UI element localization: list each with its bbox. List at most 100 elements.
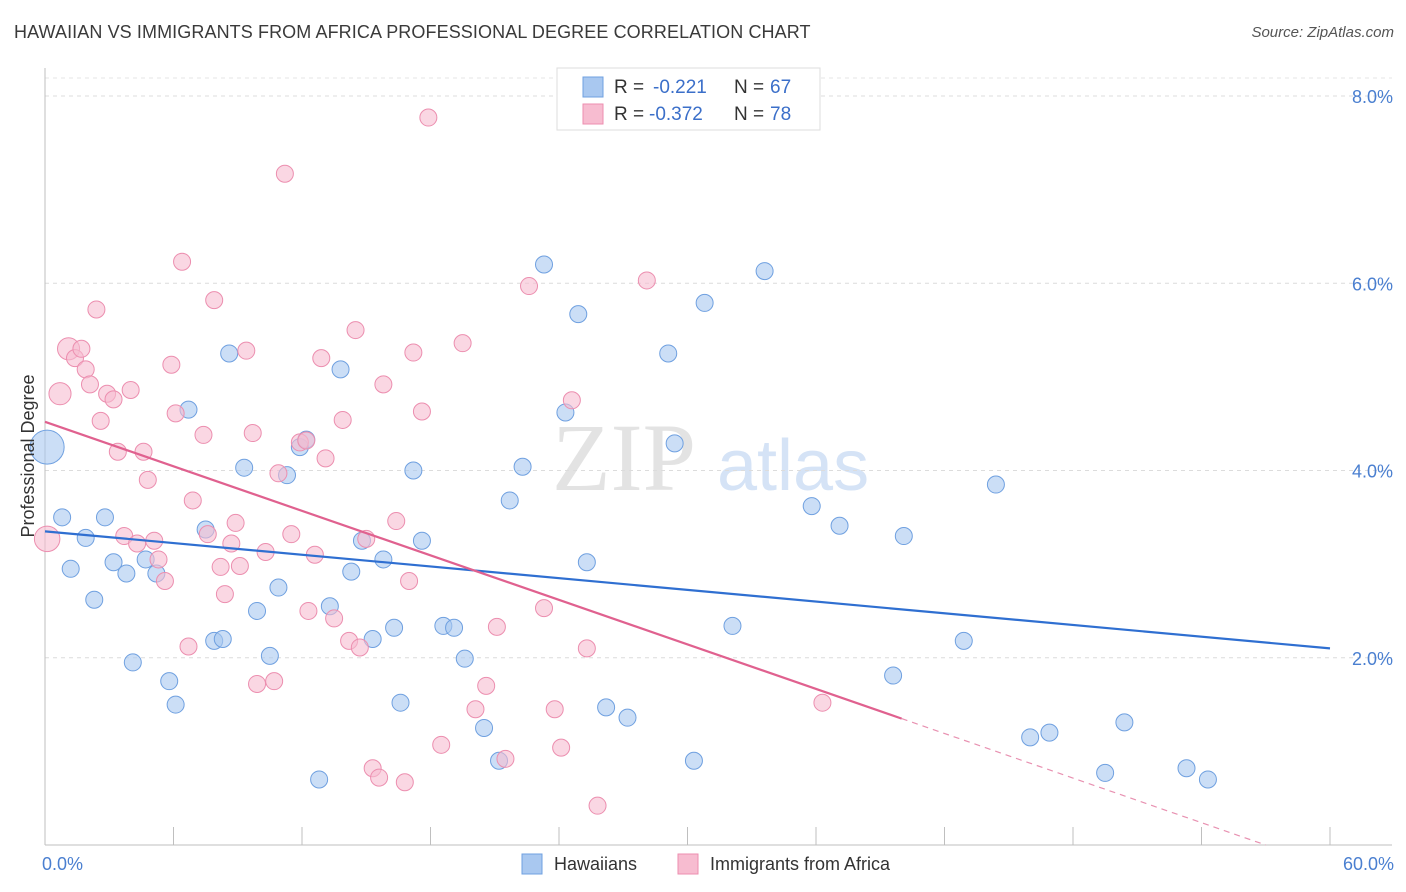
immigrants-point-66	[487, 617, 506, 636]
immigrants-point-32	[230, 556, 249, 575]
immigrants-point-75	[637, 271, 656, 290]
hawaiians-point-16	[213, 630, 232, 649]
immigrants-point-38	[269, 464, 288, 483]
immigrants-point-15	[134, 442, 153, 461]
stats-swatch-hawaiians	[582, 76, 604, 98]
immigrants-point-43	[299, 601, 318, 620]
legend-label-hawaiians: Hawaiians	[554, 854, 637, 874]
immigrants-point-57	[395, 773, 414, 792]
hawaiians-point-17	[220, 344, 239, 363]
immigrants-point-20	[162, 355, 181, 374]
immigrants-point-61	[419, 108, 438, 127]
immigrants-point-67	[496, 749, 515, 768]
hawaiians-point-1	[53, 508, 72, 527]
immigrants-point-26	[198, 525, 217, 544]
y-tick-label-1: 4.0%	[1352, 462, 1393, 482]
hawaiians-point-58	[894, 527, 913, 546]
immigrants-point-29	[215, 585, 234, 604]
immigrants-point-7	[87, 300, 106, 319]
watermark: ZIP atlas	[552, 404, 869, 511]
hawaiians-point-55	[802, 497, 821, 516]
immigrants-point-25	[194, 425, 213, 444]
immigrants-point-74	[588, 796, 607, 815]
hawaiians-point-62	[1040, 723, 1059, 742]
hawaiians-point-50	[665, 434, 684, 453]
source-label: Source: ZipAtlas.com	[1251, 24, 1394, 41]
immigrants-point-46	[316, 449, 335, 468]
immigrants-point-73	[577, 639, 596, 658]
immigrants-point-14	[128, 534, 147, 553]
hawaiians-point-63	[1096, 763, 1115, 782]
stats-n-value-2: 78	[770, 104, 791, 125]
immigrants-point-48	[333, 410, 352, 429]
hawaiians-point-3	[76, 528, 95, 547]
immigrants-point-21	[166, 404, 185, 423]
immigrants-point-70	[545, 700, 564, 719]
hawaiians-point-19	[248, 601, 267, 620]
hawaiians-point-25	[310, 770, 329, 789]
hawaiians-point-6	[104, 553, 123, 572]
legend-swatch-immigrants	[677, 853, 699, 875]
immigrants-point-58	[400, 571, 419, 590]
stats-box: R = -0.221 N = 67 R = -0.372 N = 78	[556, 67, 821, 131]
immigrants-point-13	[121, 380, 140, 399]
immigrants-point-45	[312, 349, 331, 368]
hawaiians-point-52	[695, 293, 714, 312]
hawaiians-point-11	[160, 672, 179, 691]
watermark-atlas: atlas	[717, 426, 869, 506]
immigrants-point-19	[155, 571, 174, 590]
hawaiians-point-45	[569, 305, 588, 324]
immigrants-point-72	[562, 391, 581, 410]
legend-swatch-hawaiians	[521, 853, 543, 875]
series-immigrants-from-africa	[33, 108, 832, 815]
immigrants-point-64	[466, 700, 485, 719]
legend-label-immigrants: Immigrants from Africa	[710, 854, 891, 874]
hawaiians-point-8	[123, 653, 142, 672]
hawaiians-point-57	[884, 666, 903, 685]
immigrants-point-54	[370, 768, 389, 787]
hawaiians-point-59	[954, 631, 973, 650]
stats-n-label-2: N =	[734, 104, 764, 125]
hawaiians-point-56	[830, 516, 849, 535]
hawaiians-point-51	[684, 751, 703, 770]
hawaiians-point-12	[166, 695, 185, 714]
immigrants-point-68	[520, 277, 539, 296]
hawaiians-point-54	[755, 262, 774, 281]
hawaiians-point-41	[500, 491, 519, 510]
x-tick-label-min: 0.0%	[42, 854, 83, 874]
immigrants-point-63	[453, 334, 472, 353]
immigrants-point-65	[477, 676, 496, 695]
legend: Hawaiians Immigrants from Africa	[521, 853, 891, 875]
hawaiians-point-42	[513, 457, 532, 476]
trend-line-immigrants	[44, 420, 903, 720]
x-tick-label-max: 60.0%	[1343, 854, 1394, 874]
hawaiians-point-5	[95, 508, 114, 527]
immigrants-point-22	[173, 252, 192, 271]
stats-r-label-2: R =	[614, 104, 644, 125]
hawaiians-point-39	[475, 718, 494, 737]
immigrants-point-31	[226, 513, 245, 532]
hawaiians-point-21	[269, 578, 288, 597]
immigrants-point-56	[387, 512, 406, 531]
y-tick-label-0: 2.0%	[1352, 649, 1393, 669]
immigrants-point-59	[404, 343, 423, 362]
hawaiians-point-66	[1198, 770, 1217, 789]
hawaiians-point-43	[535, 255, 554, 274]
immigrants-point-76	[813, 693, 832, 712]
stats-r-label-1: R =	[614, 77, 644, 98]
hawaiians-point-64	[1115, 713, 1134, 732]
immigrants-point-69	[535, 599, 554, 618]
immigrants-point-39	[275, 164, 294, 183]
immigrants-point-33	[237, 341, 256, 360]
hawaiians-point-4	[85, 590, 104, 609]
trend-line-immigrants-extrapolated	[901, 718, 1266, 846]
immigrants-point-62	[432, 735, 451, 754]
hawaiians-point-34	[404, 461, 423, 480]
stats-swatch-immigrants	[582, 103, 604, 125]
hawaiians-point-49	[659, 344, 678, 363]
hawaiians-point-61	[1021, 728, 1040, 747]
y-tick-label-2: 6.0%	[1352, 274, 1393, 294]
immigrants-point-24	[183, 491, 202, 510]
hawaiians-point-48	[618, 708, 637, 727]
immigrants-point-35	[248, 674, 267, 693]
